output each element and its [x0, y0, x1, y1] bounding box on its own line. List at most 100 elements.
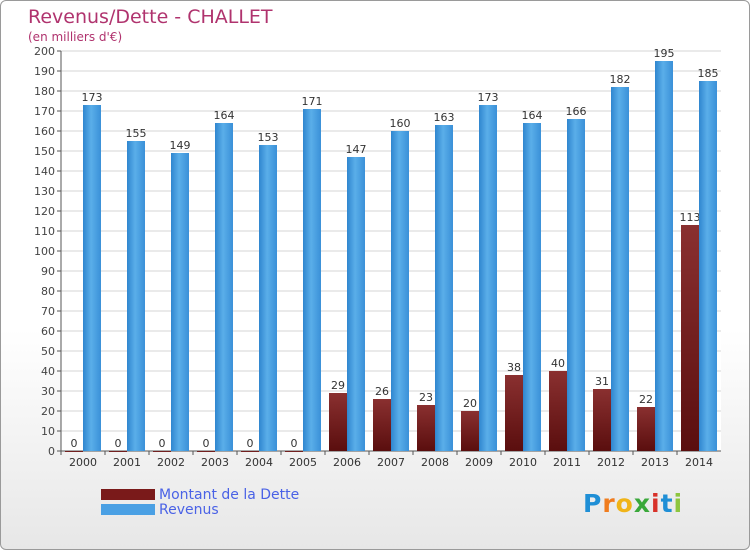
x-tick-label: 2003 [201, 456, 229, 469]
logo-letter: i [673, 489, 684, 518]
data-label-dette: 26 [375, 385, 389, 398]
data-label-dette: 38 [507, 361, 521, 374]
y-tick-label: 30 [41, 385, 55, 398]
y-tick-label: 140 [34, 165, 55, 178]
legend-label-dette: Montant de la Dette [159, 486, 300, 503]
data-label-revenus: 164 [214, 109, 235, 122]
legend-item-revenus: Revenus [101, 501, 299, 518]
chart-legend: Montant de la Dette Revenus [101, 486, 300, 518]
x-tick-label: 2009 [465, 456, 493, 469]
logo-letter: x [633, 489, 651, 518]
x-tick-label: 2005 [289, 456, 317, 469]
bar-dette [241, 451, 259, 452]
x-tick-label: 2001 [113, 456, 141, 469]
x-tick-label: 2010 [509, 456, 537, 469]
bar-dette [109, 451, 127, 452]
data-label-dette: 23 [419, 391, 433, 404]
data-label-dette: 31 [595, 375, 609, 388]
y-tick-label: 70 [41, 305, 55, 318]
data-label-dette: 0 [71, 437, 78, 450]
bar-revenus [699, 81, 717, 451]
data-label-revenus: 185 [698, 67, 719, 80]
bar-dette [549, 371, 567, 451]
y-tick-label: 170 [34, 105, 55, 118]
bar-revenus [171, 153, 189, 451]
data-label-dette: 20 [463, 397, 477, 410]
data-label-dette: 0 [203, 437, 210, 450]
legend-swatch-dette [101, 489, 155, 500]
data-label-revenus: 182 [610, 73, 631, 86]
y-tick-label: 20 [41, 405, 55, 418]
legend-swatch-revenus [101, 504, 155, 515]
data-label-revenus: 164 [522, 109, 543, 122]
x-tick-label: 2000 [69, 456, 97, 469]
y-tick-label: 120 [34, 205, 55, 218]
data-label-dette: 40 [551, 357, 565, 370]
y-tick-label: 110 [34, 225, 55, 238]
y-tick-label: 190 [34, 65, 55, 78]
logo-letter: t [660, 489, 674, 518]
data-label-dette: 29 [331, 379, 345, 392]
data-label-revenus: 155 [126, 127, 147, 140]
y-tick-label: 160 [34, 125, 55, 138]
x-tick-label: 2013 [641, 456, 669, 469]
x-tick-label: 2012 [597, 456, 625, 469]
logo-letter: i [651, 489, 661, 518]
y-tick-label: 150 [34, 145, 55, 158]
data-label-dette: 0 [115, 437, 122, 450]
x-tick-label: 2004 [245, 456, 273, 469]
data-label-revenus: 173 [478, 91, 499, 104]
x-tick-label: 2007 [377, 456, 405, 469]
bar-revenus [83, 105, 101, 451]
y-tick-label: 40 [41, 365, 55, 378]
data-label-revenus: 163 [434, 111, 455, 124]
bar-revenus [567, 119, 585, 451]
bar-revenus [303, 109, 321, 451]
logo-letter: P [583, 489, 603, 518]
bar-dette [373, 399, 391, 451]
y-tick-label: 80 [41, 285, 55, 298]
data-label-revenus: 171 [302, 95, 323, 108]
y-tick-label: 10 [41, 425, 55, 438]
bar-revenus [391, 131, 409, 451]
bar-dette [681, 225, 699, 451]
x-tick-label: 2008 [421, 456, 449, 469]
bar-dette [197, 451, 215, 452]
bar-revenus [611, 87, 629, 451]
bar-dette [65, 451, 83, 452]
bar-revenus [127, 141, 145, 451]
chart-title: Revenus/Dette - CHALLET [28, 6, 273, 28]
x-tick-label: 2002 [157, 456, 185, 469]
data-label-revenus: 166 [566, 105, 587, 118]
x-tick-label: 2014 [685, 456, 713, 469]
chart-subtitle: (en milliers d'€) [28, 30, 123, 44]
bar-dette [637, 407, 655, 451]
bar-dette [153, 451, 171, 452]
bar-revenus [435, 125, 453, 451]
bar-dette [505, 375, 523, 451]
data-label-revenus: 149 [170, 139, 191, 152]
legend-label-revenus: Revenus [159, 501, 219, 518]
x-tick-label: 2011 [553, 456, 581, 469]
data-label-dette: 0 [247, 437, 254, 450]
bar-revenus [523, 123, 541, 451]
data-label-dette: 0 [159, 437, 166, 450]
logo-letter: o [615, 489, 634, 518]
x-tick-label: 2006 [333, 456, 361, 469]
data-label-revenus: 173 [82, 91, 103, 104]
proxiti-logo: Proxiti [583, 489, 683, 518]
data-label-dette: 22 [639, 393, 653, 406]
data-label-revenus: 195 [654, 47, 675, 60]
data-label-dette: 113 [680, 211, 701, 224]
data-label-revenus: 153 [258, 131, 279, 144]
legend-item-dette: Montant de la Dette [101, 486, 300, 503]
y-tick-label: 130 [34, 185, 55, 198]
data-label-revenus: 160 [390, 117, 411, 130]
bar-revenus [347, 157, 365, 451]
y-tick-label: 100 [34, 245, 55, 258]
data-label-dette: 0 [291, 437, 298, 450]
y-tick-label: 90 [41, 265, 55, 278]
bar-revenus [479, 105, 497, 451]
